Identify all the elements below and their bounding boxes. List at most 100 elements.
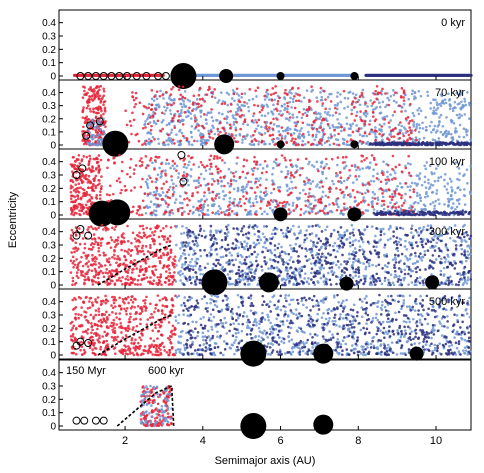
particle-red: [359, 110, 362, 113]
particle-light_blue: [247, 199, 251, 203]
particle-red: [170, 87, 173, 91]
particle-light_blue: [260, 125, 263, 129]
particle-red: [292, 209, 296, 212]
particle-red: [170, 103, 173, 107]
particle-light_blue: [291, 186, 294, 190]
particle-light_blue: [380, 282, 384, 286]
particle-red: [105, 226, 109, 230]
particle-light_blue: [323, 141, 327, 145]
particle-light_blue: [337, 122, 341, 125]
particle-red: [197, 124, 201, 127]
particle-light_blue: [421, 228, 425, 231]
particle-light_blue: [195, 257, 199, 261]
particle-light_blue: [316, 211, 320, 214]
particle-light_blue: [252, 143, 256, 146]
particle-dark_blue: [444, 141, 448, 145]
particle-light_blue: [406, 185, 410, 189]
particle-light_blue: [197, 185, 200, 189]
particle-red: [361, 211, 365, 214]
particle-red: [321, 102, 325, 105]
particle-red: [92, 107, 95, 111]
particle-red: [402, 99, 406, 102]
particle-red: [88, 159, 91, 163]
particle-light_blue: [182, 231, 186, 235]
particle-red: [70, 212, 73, 216]
particle-red: [82, 106, 85, 109]
particle-light_blue: [250, 143, 253, 146]
particle-red: [322, 167, 326, 170]
particle-light_blue: [260, 197, 263, 201]
particle-light_blue: [236, 186, 240, 190]
particle-red: [136, 278, 140, 282]
particle-red: [97, 226, 100, 230]
particle-red: [304, 204, 308, 207]
particle-light_blue: [339, 276, 343, 279]
particle-light_blue: [375, 245, 378, 249]
particle-light_blue: [221, 112, 224, 116]
particle-light_blue: [206, 262, 210, 266]
particle-red: [97, 261, 101, 265]
particle-light_blue: [173, 124, 176, 128]
particle-red: [162, 264, 166, 267]
particle-light_blue: [217, 204, 221, 208]
particle-red: [170, 283, 174, 286]
particle-red: [310, 195, 313, 198]
particle-red: [70, 200, 73, 204]
particle-red: [83, 246, 87, 250]
particle-red: [210, 183, 214, 186]
particle-red: [126, 278, 130, 282]
particle-red: [239, 127, 242, 131]
particle-red: [339, 170, 342, 174]
particle-red: [137, 139, 141, 143]
particle-red: [399, 121, 402, 124]
particle-red: [109, 279, 113, 282]
particle-red: [94, 260, 97, 263]
particle-light_blue: [321, 170, 324, 174]
particle-red: [345, 140, 349, 143]
particle-light_blue: [335, 203, 339, 206]
particle-light_blue: [288, 91, 291, 94]
particle-light_blue: [185, 226, 188, 230]
particle-red: [371, 102, 375, 105]
particle-light_blue: [383, 122, 386, 126]
particle-light_blue: [368, 264, 371, 268]
particle-red: [138, 159, 142, 163]
particle-light_blue: [450, 120, 453, 124]
particle-dark_blue: [430, 213, 433, 216]
particle-light_blue: [179, 279, 182, 282]
particle-red: [83, 176, 86, 179]
particle-red: [387, 121, 391, 124]
particle-light_blue: [443, 178, 446, 182]
particle-light_blue: [375, 136, 378, 139]
particle-light_blue: [205, 113, 209, 117]
particle-light_blue: [291, 201, 295, 205]
particle-light_blue: [288, 112, 291, 115]
particle-red: [307, 178, 310, 182]
particle-red: [299, 207, 303, 211]
particle-red: [84, 272, 87, 275]
particle-light_blue: [265, 165, 269, 168]
particle-red: [103, 120, 107, 124]
particle-light_blue: [167, 97, 171, 100]
particle-light_blue: [209, 230, 213, 234]
particle-red: [134, 96, 138, 100]
particle-light_blue: [211, 119, 215, 123]
particle-dark_blue: [427, 142, 430, 145]
particle-dark_blue: [441, 213, 444, 217]
particle-light_blue: [154, 209, 158, 213]
particle-light_blue: [413, 95, 416, 98]
particle-red: [166, 237, 170, 240]
particle-red: [183, 111, 187, 114]
particle-light_blue: [382, 253, 386, 257]
particle-red: [258, 183, 262, 187]
particle-light_blue: [465, 168, 469, 171]
particle-red: [354, 175, 358, 178]
particle-red: [99, 241, 103, 245]
particle-red: [88, 154, 91, 158]
particle-red: [145, 226, 149, 230]
particle-red: [126, 281, 129, 285]
particle-red: [124, 189, 127, 192]
particle-light_blue: [309, 182, 313, 185]
particle-red: [386, 163, 390, 167]
particle-red: [398, 136, 402, 140]
